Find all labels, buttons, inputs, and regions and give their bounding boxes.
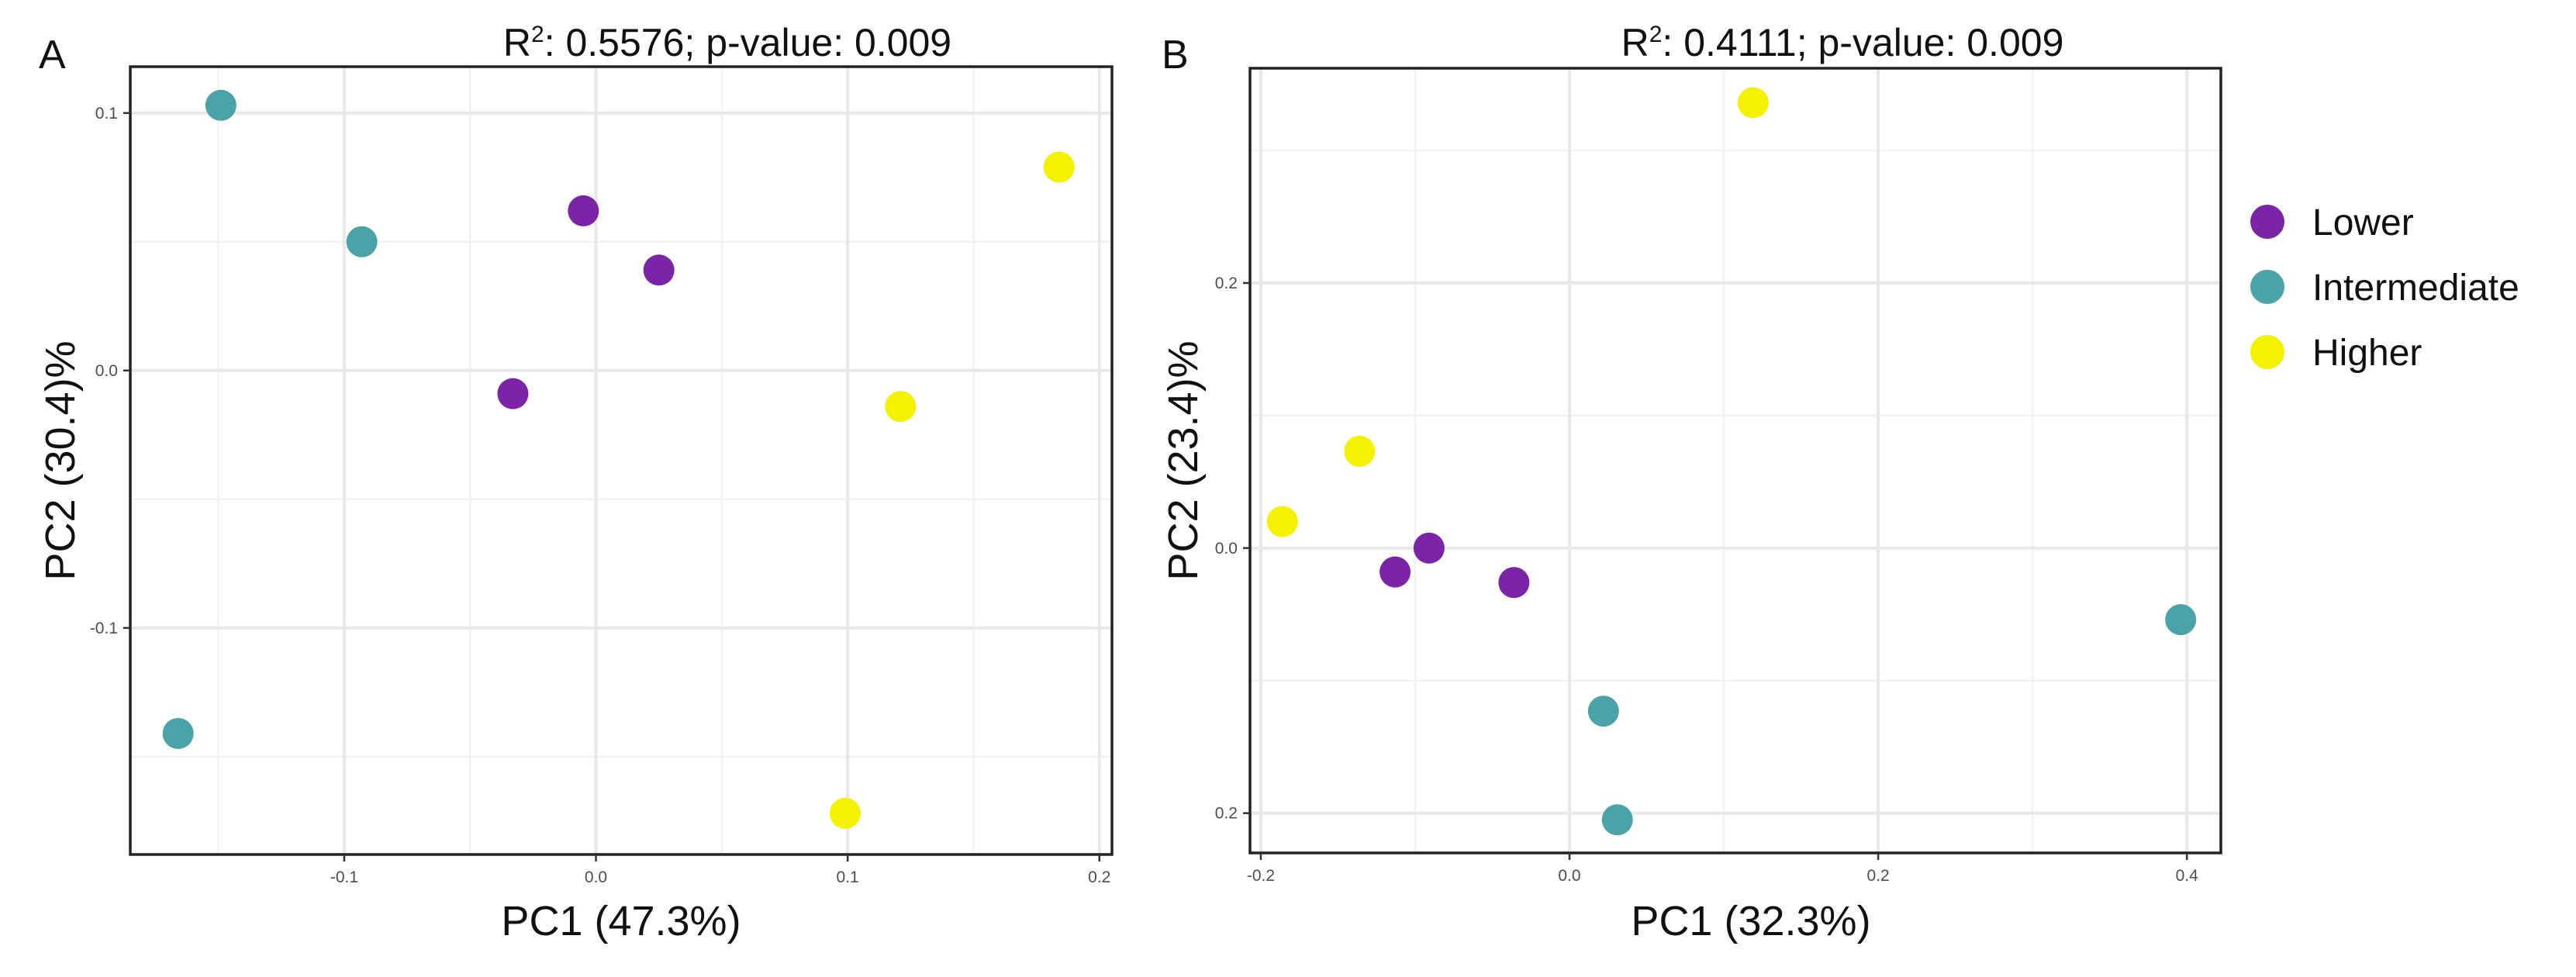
point-lower — [1498, 567, 1530, 599]
legend-label-lower: Lower — [2312, 202, 2414, 243]
point-higher — [829, 797, 861, 829]
panel-a-y-axis-title: PC2 (30.4)% — [37, 340, 84, 580]
panel-a-title: R2: 0.5576; p-value: 0.009 — [503, 21, 951, 64]
y-tick-label: 0.0 — [95, 362, 118, 380]
panel-a-frame — [129, 65, 1114, 856]
y-tick-label: 0.2 — [1215, 805, 1238, 823]
panel-b-x-axis-title: PC1 (32.3%) — [1631, 898, 1870, 944]
panel-b-ticks: -0.2 0.0 0.2 0.4 0.2 0.0 0.2 — [1215, 274, 2198, 885]
point-higher — [885, 391, 917, 423]
panel-b-y-axis-title: PC2 (23.4)% — [1160, 340, 1207, 580]
legend-swatch-higher — [2250, 335, 2284, 369]
point-higher — [1737, 87, 1769, 119]
x-tick-label: 0.2 — [1867, 867, 1890, 885]
x-tick-label: 0.1 — [837, 868, 859, 886]
point-intermediate — [346, 226, 378, 257]
legend-label-higher: Higher — [2312, 333, 2422, 374]
legend-label-intermediate: Intermediate — [2312, 268, 2519, 309]
y-tick-label: 0.2 — [1215, 274, 1238, 292]
point-intermediate — [162, 717, 194, 749]
y-tick-label: 0.1 — [95, 105, 118, 123]
point-lower — [1380, 556, 1411, 588]
point-intermediate — [2165, 604, 2197, 636]
point-lower — [643, 254, 675, 286]
panel-a: A R2: 0.5576; p-value: 0.009 -0.1 0.0 0.1 0… — [37, 21, 1114, 944]
panel-b-frame — [1248, 67, 2222, 854]
panel-a-ticks: -0.1 0.0 0.1 0.2 0.1 0.0 -0.1 — [90, 105, 1111, 886]
x-tick-label: -0.1 — [330, 868, 358, 886]
panel-a-points — [162, 89, 1075, 829]
point-lower — [568, 195, 599, 226]
panel-a-grid — [130, 67, 1112, 854]
legend-swatch-intermediate — [2250, 270, 2284, 304]
legend: Lower Intermediate Higher — [2250, 202, 2519, 374]
panel-b: B R2: 0.4111; p-value: 0.009 -0.2 0.0 0.2 0… — [1160, 21, 2222, 944]
panel-b-grid — [1250, 68, 2221, 853]
point-higher — [1043, 151, 1075, 183]
point-intermediate — [1587, 696, 1619, 727]
point-lower — [497, 378, 529, 409]
panel-a-x-axis-title: PC1 (47.3%) — [501, 898, 741, 944]
panel-b-points — [1266, 87, 2197, 836]
panel-a-label: A — [39, 33, 66, 78]
x-tick-label: 0.0 — [585, 868, 607, 886]
x-tick-label: 0.0 — [1558, 867, 1580, 885]
point-intermediate — [1601, 804, 1633, 836]
point-higher — [1344, 436, 1376, 468]
point-lower — [1413, 532, 1445, 564]
x-tick-label: 0.4 — [2176, 867, 2199, 885]
panel-b-title: R2: 0.4111; p-value: 0.009 — [1621, 21, 2064, 64]
y-tick-label: -0.1 — [90, 620, 118, 637]
point-intermediate — [205, 89, 237, 121]
point-higher — [1266, 506, 1298, 537]
y-tick-label: 0.0 — [1215, 540, 1238, 558]
legend-swatch-lower — [2250, 205, 2284, 239]
x-tick-label: -0.2 — [1247, 867, 1275, 885]
panel-b-label: B — [1162, 33, 1189, 78]
x-tick-label: 0.2 — [1088, 868, 1110, 886]
